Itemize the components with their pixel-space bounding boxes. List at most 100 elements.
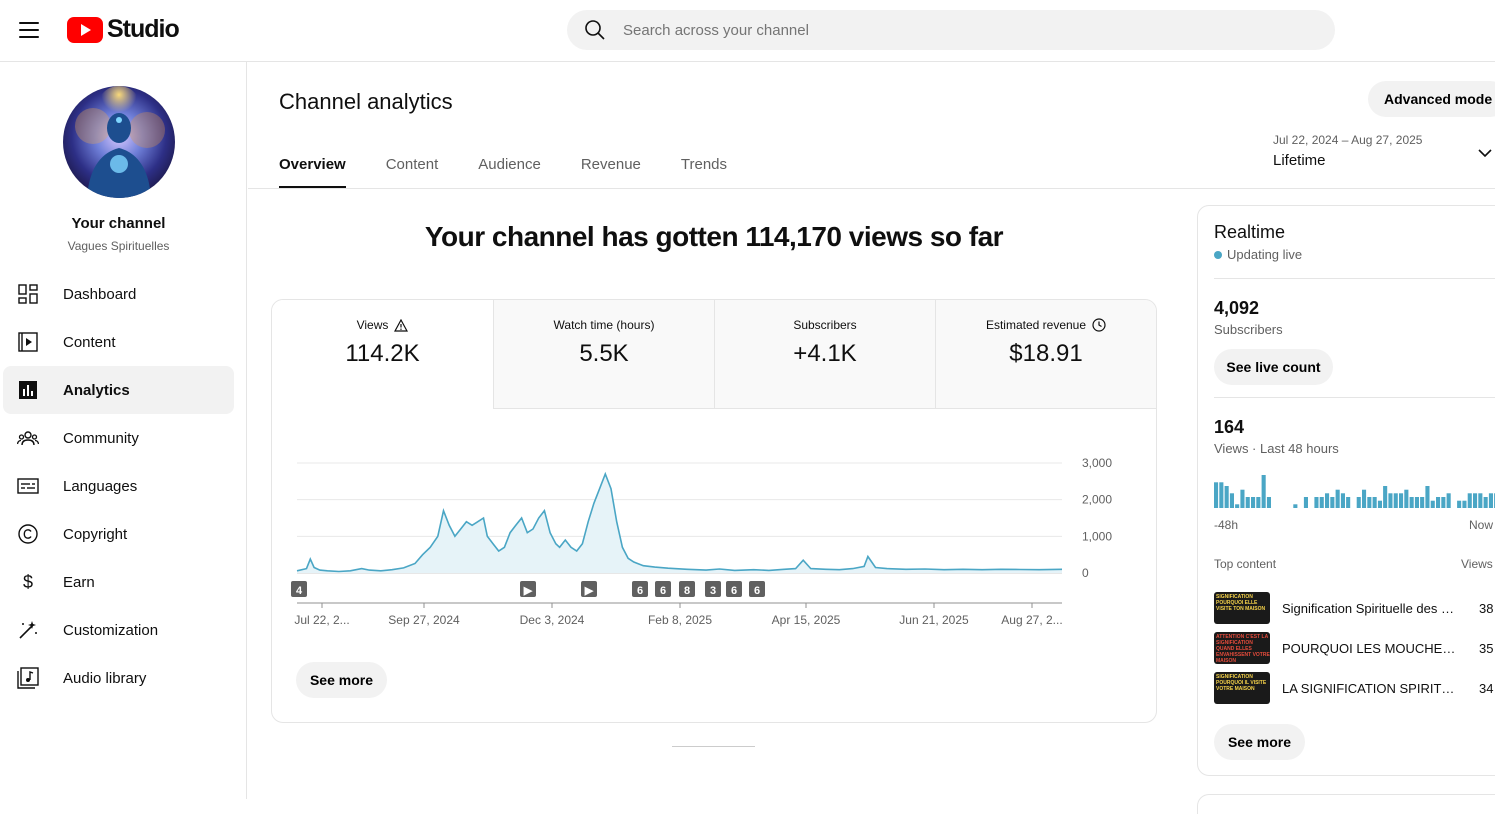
realtime-bar [1372,497,1377,508]
logo-text: Studio [107,15,180,43]
sidebar-item-copyright[interactable]: Copyright [3,510,234,558]
x-tick-label: Jun 21, 2025 [899,613,969,627]
chart-marker[interactable]: 6 [749,581,765,597]
realtime-bar [1488,493,1493,508]
analytics-icon [19,381,37,399]
top-content-row[interactable]: SIGNIFICATION POURQUOI IL VISITE VOTRE M… [1214,672,1495,704]
views-chart[interactable]: 3,000 2,000 1,000 0 4 ▶ ▶ 6 6 8 3 6 6 Jul 22, 2... Sep… [272,409,1157,649]
metric-views[interactable]: Views 114.2K [272,300,493,409]
date-range-selector[interactable]: Jul 22, 2024 – Aug 27, 2025 Lifetime [1273,133,1495,175]
metric-label-row: Estimated revenue [936,318,1156,332]
see-more-button[interactable]: See more [296,662,387,698]
x-tick-label: Feb 8, 2025 [648,613,712,627]
metric-value: 114.2K [345,340,420,367]
advanced-mode-button[interactable]: Advanced mode [1368,81,1495,117]
top-bar: Studio [0,0,1495,62]
sidebar-item-earn[interactable]: $ Earn [3,558,234,606]
metric-label: Watch time (hours) [553,318,655,332]
chart-marker[interactable]: ▶ [581,581,597,597]
tab-revenue[interactable]: Revenue [580,156,641,173]
realtime-bar [1367,497,1372,508]
top-content-row[interactable]: SIGNIFICATION POURQUOI ELLE VISITE TON M… [1214,592,1495,624]
warning-icon[interactable] [394,318,409,332]
y-tick-label: 1,000 [1082,529,1112,543]
realtime-bar [1409,497,1414,508]
metric-label: Views [356,318,389,332]
sidebar-item-label: Customization [63,621,159,639]
top-content-row[interactable]: ATTENTION C'EST LA SIGNIFICATION QUAND E… [1214,632,1495,664]
y-tick-label: 2,000 [1082,493,1112,507]
y-tick-label: 3,000 [1082,456,1112,470]
search-bar[interactable] [567,10,1335,50]
chart-marker[interactable]: 6 [632,581,648,597]
sidebar-item-label: Dashboard [63,285,137,303]
marker-label: ▶ [523,585,533,597]
metric-subscribers[interactable]: Subscribers +4.1K [714,300,935,409]
views-line [296,471,1063,573]
divider [1214,278,1495,279]
search-input[interactable] [623,10,1303,50]
realtime-bar [1303,497,1308,508]
youtube-logo-icon [67,16,103,43]
realtime-bar [1214,482,1219,508]
realtime-views-bar-chart[interactable] [1214,468,1495,508]
menu-icon[interactable] [17,19,41,43]
metric-watch-time[interactable]: Watch time (hours) 5.5K [493,300,714,409]
chart-marker[interactable]: 8 [679,581,695,597]
search-icon [585,20,605,40]
content-icon [18,332,38,352]
channel-avatar[interactable] [63,86,175,198]
tab-audience[interactable]: Audience [478,156,541,173]
x-tick-label: Apr 15, 2025 [772,613,841,627]
tab-overview[interactable]: Overview [279,142,346,189]
realtime-bar [1245,497,1250,508]
chart-marker[interactable]: 6 [655,581,671,597]
realtime-bar [1235,504,1240,508]
sidebar-item-community[interactable]: Community [3,414,234,462]
realtime-bar [1256,497,1261,508]
tab-trends[interactable]: Trends [680,156,728,173]
sidebar-nav: Dashboard Content Analytics Community La… [3,270,234,702]
video-title: Signification Spirituelle des … [1282,601,1454,616]
tabs-divider [248,188,1495,189]
clock-icon[interactable] [1092,318,1106,332]
realtime-bar [1446,493,1451,508]
x-tick-label: Jul 22, 2... [294,613,349,627]
metric-estimated-revenue[interactable]: Estimated revenue $18.91 [935,300,1156,409]
realtime-bar [1473,493,1478,508]
realtime-bar [1266,497,1271,508]
copyright-icon [18,524,38,544]
sidebar-item-audio-library[interactable]: Audio library [3,654,234,702]
chart-marker[interactable]: 4 [291,581,307,597]
sidebar-item-dashboard[interactable]: Dashboard [3,270,234,318]
realtime-bar [1399,493,1404,508]
sidebar-item-customization[interactable]: Customization [3,606,234,654]
metric-label-row: Views [272,318,493,332]
chart-marker[interactable]: ▶ [520,581,536,597]
realtime-bar [1483,497,1488,508]
sidebar-item-label: Earn [63,573,95,591]
sidebar-item-languages[interactable]: Languages [3,462,234,510]
chart-marker[interactable]: 6 [726,581,742,597]
dashboard-icon [18,284,38,304]
chart-marker[interactable]: 3 [705,581,721,597]
sidebar-item-analytics[interactable]: Analytics [3,366,234,414]
marker-label: 4 [296,585,303,597]
customization-icon [19,621,37,639]
realtime-bar [1467,493,1472,508]
realtime-bar [1430,500,1435,508]
realtime-bar [1293,504,1298,508]
sidebar-item-label: Audio library [63,669,147,687]
tab-content[interactable]: Content [385,156,439,173]
sidebar-item-content[interactable]: Content [3,318,234,366]
realtime-bar [1261,475,1266,508]
video-views: 38 [1479,601,1494,616]
realtime-bar [1330,497,1335,508]
realtime-bar [1436,497,1441,508]
see-live-count-button[interactable]: See live count [1214,349,1333,385]
video-thumbnail: SIGNIFICATION POURQUOI ELLE VISITE TON M… [1214,592,1270,624]
realtime-see-more-button[interactable]: See more [1214,724,1305,760]
video-views: 34 [1479,681,1494,696]
earn-icon: $ [23,572,33,592]
youtube-studio-logo[interactable]: Studio [67,15,180,44]
